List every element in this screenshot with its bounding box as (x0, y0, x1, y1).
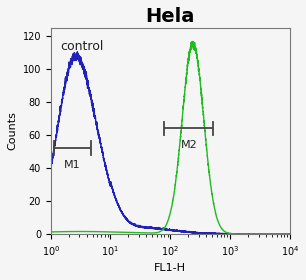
Text: M2: M2 (181, 140, 197, 150)
Y-axis label: Counts: Counts (7, 111, 17, 150)
Text: control: control (60, 40, 104, 53)
Text: M1: M1 (64, 160, 81, 170)
Title: Hela: Hela (146, 7, 195, 26)
X-axis label: FL1-H: FL1-H (154, 263, 186, 273)
